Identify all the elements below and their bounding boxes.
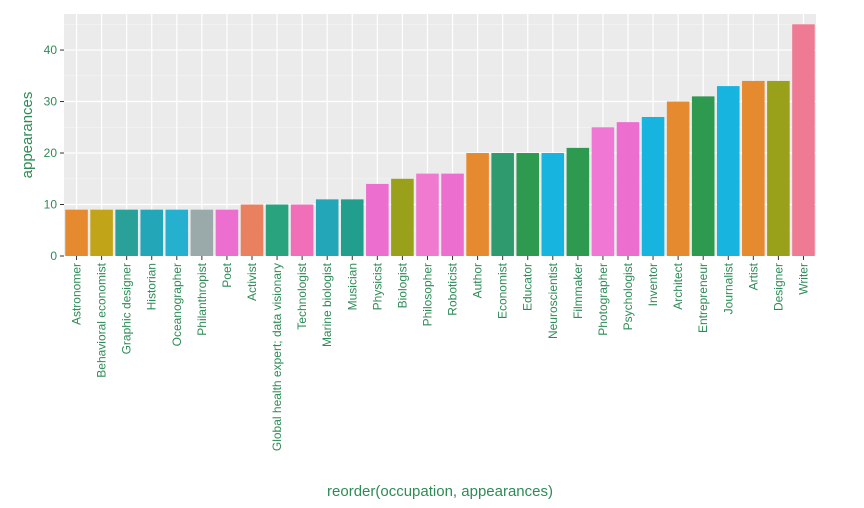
- bar-filmmaker: [566, 147, 590, 256]
- bar-educator: [516, 153, 540, 256]
- x-tick-label: Global health expert; data visionary: [270, 263, 284, 451]
- y-tick-label: 0: [50, 249, 57, 263]
- x-tick-label: Behavioral economist: [95, 262, 109, 377]
- x-tick-label: Philanthropist: [195, 262, 209, 335]
- x-tick-label: Neuroscientist: [546, 262, 560, 339]
- x-tick-label: Technologist: [295, 262, 309, 329]
- bar-photographer: [591, 127, 615, 256]
- x-tick-label: Biologist: [395, 262, 409, 308]
- bar-architect: [666, 101, 690, 256]
- x-tick-label: Physicist: [370, 262, 384, 310]
- bars: [65, 24, 815, 257]
- x-tick-label: Artist: [746, 262, 760, 290]
- x-axis-ticks: Astronomer Behavioral economist Graphic de…: [70, 256, 810, 451]
- bar-journalist: [716, 86, 740, 256]
- bar-technologist: [290, 204, 314, 256]
- bar-philanthropist: [190, 209, 214, 256]
- x-tick-label: Educator: [521, 263, 535, 311]
- x-tick-label: Author: [471, 263, 485, 298]
- bar-writer: [792, 24, 815, 257]
- y-tick-label: 20: [44, 146, 58, 160]
- x-tick-label: Psychologist: [621, 262, 635, 330]
- bar-musician: [340, 199, 364, 256]
- x-tick-label: Economist: [496, 262, 510, 319]
- x-tick-label: Philosopher: [420, 263, 434, 326]
- bar-historian: [140, 209, 164, 256]
- x-tick-label: Entrepreneur: [696, 263, 710, 333]
- minor-gridlines: [64, 23, 816, 231]
- x-tick-label: Musician: [345, 263, 359, 310]
- x-tick-label: Filmmaker: [571, 263, 585, 319]
- plot-panel: [64, 14, 816, 256]
- x-tick-label: Activist: [245, 262, 259, 301]
- bar-author: [466, 153, 489, 256]
- bar-designer: [767, 80, 790, 256]
- x-tick-label: Designer: [771, 263, 785, 311]
- x-tick-label: Architect: [671, 262, 685, 309]
- x-tick-label: Historian: [145, 263, 159, 310]
- x-tick-label: Journalist: [721, 262, 735, 314]
- bar-activist: [240, 204, 264, 256]
- x-tick-label: Astronomer: [70, 263, 84, 325]
- y-tick-label: 40: [44, 43, 58, 57]
- x-tick-label: Marine biologist: [320, 262, 334, 347]
- bar-philosopher: [416, 173, 439, 256]
- bar-economist: [491, 153, 514, 256]
- x-axis-title: reorder(occupation, appearances): [327, 483, 553, 500]
- y-tick-label: 10: [44, 198, 58, 212]
- bar-neuroscientist: [541, 153, 565, 256]
- x-tick-label: Photographer: [596, 263, 610, 336]
- y-tick-label: 30: [44, 95, 58, 109]
- bar-graphic-designer: [115, 209, 138, 256]
- x-tick-label: Graphic designer: [120, 263, 134, 354]
- bar-artist: [742, 80, 765, 256]
- x-tick-label: Poet: [220, 262, 234, 287]
- x-tick-label: Oceanographer: [170, 263, 184, 346]
- y-axis-ticks: 0 10 20 30 40: [44, 43, 64, 263]
- bar-physicist: [366, 183, 389, 256]
- bar-astronomer: [65, 209, 88, 256]
- bar-inventor: [641, 116, 665, 256]
- y-axis-title: appearances: [19, 92, 36, 179]
- bar-entrepreneur: [691, 96, 715, 256]
- bar-biologist: [391, 178, 414, 256]
- bar-behavioral-economist: [90, 209, 113, 256]
- x-tick-label: Roboticist: [446, 262, 460, 315]
- bar-roboticist: [441, 173, 464, 256]
- bar-global-health-expert-data-visionary: [265, 204, 289, 256]
- x-tick-label: Inventor: [646, 263, 660, 306]
- x-tick-label: Writer: [796, 263, 810, 295]
- bar-oceanographer: [165, 209, 189, 256]
- bar-poet: [215, 209, 239, 256]
- bar-marine-biologist: [315, 199, 339, 256]
- bar-psychologist: [616, 122, 640, 257]
